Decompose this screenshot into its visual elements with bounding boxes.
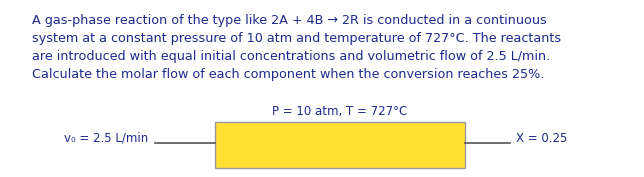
Text: are introduced with equal initial concentrations and volumetric flow of 2.5 L/mi: are introduced with equal initial concen…: [32, 50, 550, 63]
Text: system at a constant pressure of 10 atm and temperature of 727°C. The reactants: system at a constant pressure of 10 atm …: [32, 32, 561, 45]
Bar: [215, 122, 465, 168]
Text: v₀ = 2.5 L/min: v₀ = 2.5 L/min: [64, 132, 148, 144]
Text: P = 10 atm, T = 727°C: P = 10 atm, T = 727°C: [272, 105, 408, 118]
Text: Calculate the molar flow of each component when the conversion reaches 25%.: Calculate the molar flow of each compone…: [32, 68, 544, 81]
Text: A gas-phase reaction of the type like 2A + 4B → 2R is conducted in a continuous: A gas-phase reaction of the type like 2A…: [32, 14, 547, 27]
Text: X = 0.25: X = 0.25: [516, 132, 567, 144]
